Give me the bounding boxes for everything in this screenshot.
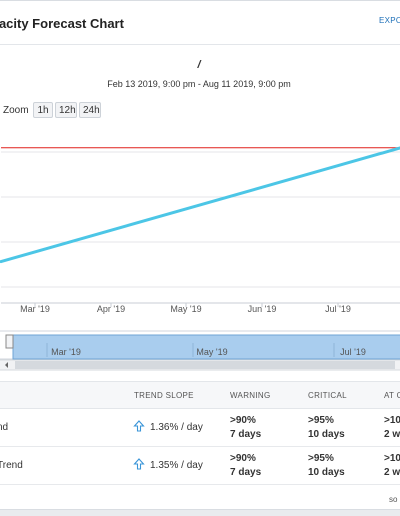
x-tick-label: May '19 bbox=[170, 304, 201, 314]
arrow-up-icon bbox=[133, 420, 145, 432]
at-capacity-value: >10 2 w bbox=[384, 415, 400, 440]
x-axis: Mar '19 Apr '19 May '19 Jun '19 Jul '19 bbox=[20, 303, 351, 314]
row-name: Trend bbox=[0, 460, 23, 471]
navigator-x-axis: Mar '19 May '19 Jul '19 bbox=[46, 343, 366, 357]
scroll-left-icon[interactable] bbox=[5, 362, 8, 368]
zoom-12h-button[interactable]: 12h bbox=[55, 102, 77, 118]
col-critical: CRITICAL bbox=[308, 391, 347, 400]
warning-value: >90% 7 days bbox=[230, 415, 262, 440]
chart-grid bbox=[1, 151, 400, 304]
x-tick-label: Jul '19 bbox=[325, 304, 351, 314]
x-tick-label: Mar '19 bbox=[20, 304, 50, 314]
zoom-1h-button[interactable]: 1h bbox=[33, 102, 53, 118]
navigator-tick-label: Mar '19 bbox=[51, 347, 81, 357]
chart-title: / bbox=[197, 59, 201, 71]
x-tick-label: Apr '19 bbox=[97, 304, 125, 314]
export-link[interactable]: EXPO bbox=[379, 16, 400, 25]
zoom-24h-button[interactable]: 24h bbox=[79, 102, 101, 118]
zoom-label: Zoom bbox=[3, 105, 29, 116]
critical-value: >95% 10 days bbox=[308, 415, 345, 440]
panel-header: pacity Forecast Chart EXPO bbox=[0, 1, 400, 45]
navigator-tick-label: May '19 bbox=[196, 347, 227, 357]
scrollbar-thumb[interactable] bbox=[15, 361, 395, 369]
forecast-trend-line bbox=[0, 146, 400, 264]
col-warning: WARNING bbox=[230, 391, 271, 400]
arrow-up-icon bbox=[133, 458, 145, 470]
table-row: nd 1.36% / day >90%7 days >95%10 days >1… bbox=[0, 409, 400, 447]
trend-slope-value: 1.36% / day bbox=[150, 422, 203, 433]
navigator-left-handle[interactable] bbox=[5, 334, 14, 349]
navigator-tick-label: Jul '19 bbox=[340, 347, 366, 357]
footer-link[interactable]: so bbox=[389, 495, 398, 504]
at-capacity-value: >10 2 w bbox=[384, 453, 400, 478]
forecast-chart: Mar '19 Apr '19 May '19 Jun '19 Jul '19 bbox=[0, 146, 400, 314]
trend-slope-value: 1.35% / day bbox=[150, 460, 203, 471]
forecast-table-header: TREND SLOPE WARNING CRITICAL AT C bbox=[0, 381, 400, 409]
range-navigator[interactable]: Mar '19 May '19 Jul '19 bbox=[0, 329, 400, 373]
row-name: nd bbox=[0, 422, 9, 433]
col-at-capacity: AT C bbox=[384, 391, 400, 400]
x-tick-label: Jun '19 bbox=[248, 304, 277, 314]
warning-value: >90% 7 days bbox=[230, 453, 262, 478]
col-trend-slope: TREND SLOPE bbox=[134, 391, 194, 400]
critical-value: >95% 10 days bbox=[308, 453, 345, 478]
navigator-selection[interactable] bbox=[12, 334, 400, 360]
table-row: Trend 1.35% / day >90%7 days >95%10 days… bbox=[0, 447, 400, 485]
panel-title: pacity Forecast Chart bbox=[0, 16, 124, 31]
chart-date-range: Feb 13 2019, 9:00 pm - Aug 11 2019, 9:00… bbox=[107, 79, 291, 89]
